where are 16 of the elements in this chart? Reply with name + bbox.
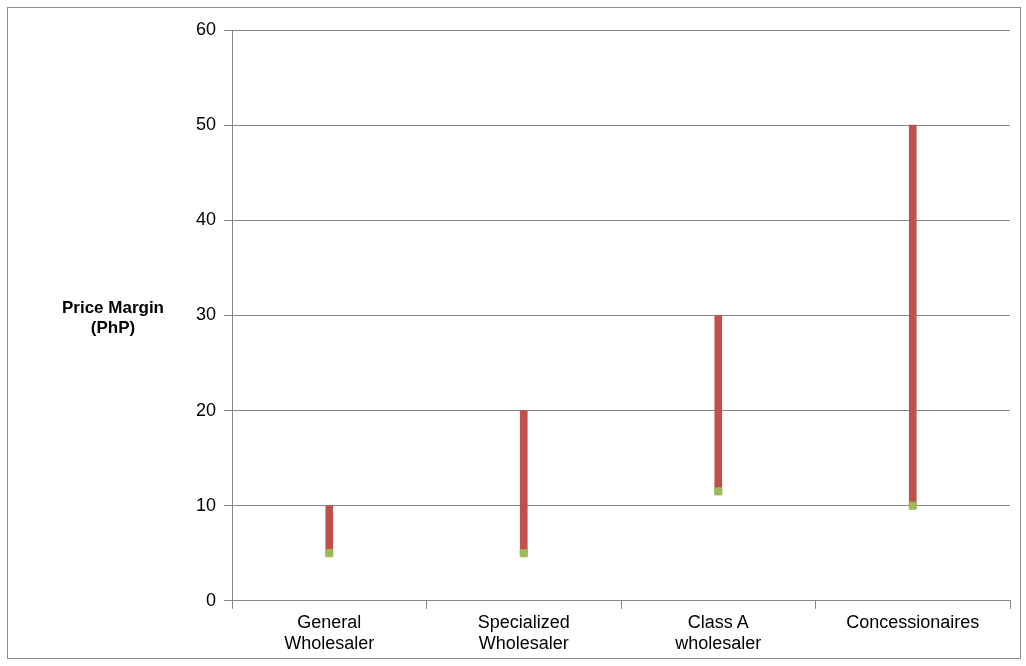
y-tick-label: 20	[195, 399, 217, 420]
y-tick-label: 60	[195, 18, 217, 39]
y-tick-label: 40	[195, 209, 217, 230]
y-tick-label: 0	[206, 589, 217, 610]
y-axis-title: Price Margin (PhP)	[60, 298, 165, 338]
point	[714, 487, 723, 496]
x-tick-label: Specialized Wholesaler	[477, 611, 570, 654]
y-tick-label: 30	[195, 304, 217, 325]
point	[519, 549, 528, 558]
point	[325, 549, 334, 558]
point	[908, 501, 917, 510]
x-tick-label: Concessionaires	[846, 611, 980, 632]
x-tick-label: General Wholesaler	[284, 611, 375, 654]
y-tick-label: 50	[195, 114, 217, 135]
x-tick-label: Class A wholesaler	[674, 611, 762, 654]
y-tick-label: 10	[195, 494, 217, 515]
